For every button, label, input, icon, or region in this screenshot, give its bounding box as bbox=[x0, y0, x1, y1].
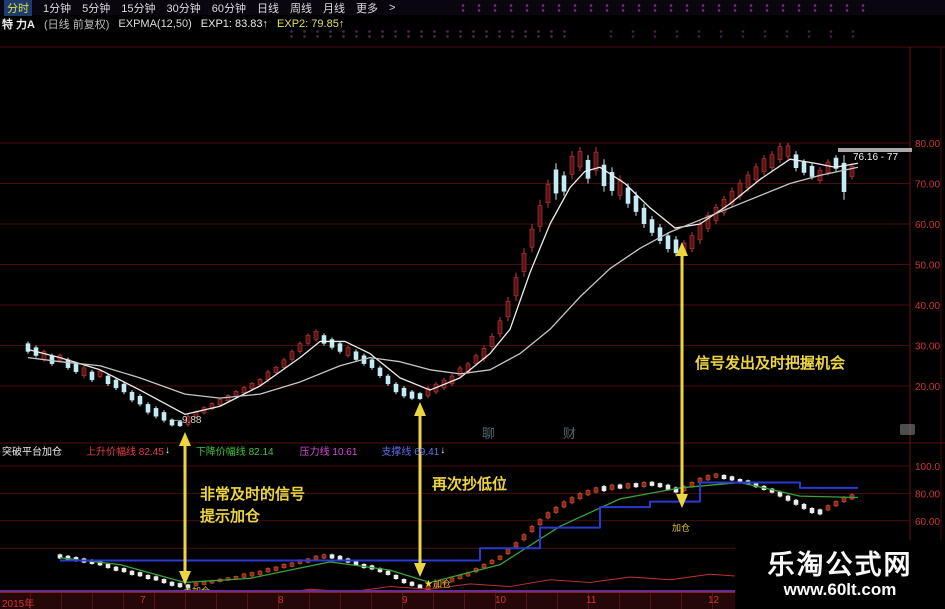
svg-text:80.00: 80.00 bbox=[915, 139, 940, 150]
annotation-buy-low-again: 再次抄低位 bbox=[432, 476, 508, 493]
legend-rise-line: 上升价幅线 82.45 bbox=[86, 446, 164, 458]
axis-year-label: 2015年 bbox=[2, 599, 35, 609]
signal-label-jiacang-2: ★加仓 bbox=[424, 579, 451, 590]
tab-15min[interactable]: 15分钟 bbox=[121, 2, 156, 15]
svg-text:60.00: 60.00 bbox=[915, 517, 940, 528]
compression-noise bbox=[455, 3, 875, 12]
indicator-name[interactable]: EXPMA(12,50) bbox=[118, 17, 192, 30]
title-bar: 特 力A (日线 前复权) EXPMA(12,50) EXP1: 83.83↑ … bbox=[2, 17, 345, 31]
svg-text:50.00: 50.00 bbox=[915, 261, 940, 272]
watermark-glyph: 聊 bbox=[482, 426, 496, 441]
watermark-glyph: 财 bbox=[563, 426, 577, 441]
low-price-callout: —9.88 bbox=[172, 415, 202, 426]
axis-month-label: 7 bbox=[140, 595, 146, 606]
tab-more[interactable]: 更多 bbox=[356, 2, 378, 15]
svg-text:70.00: 70.00 bbox=[915, 180, 940, 191]
tab-1min[interactable]: 1分钟 bbox=[43, 2, 72, 15]
exp2-value: EXP2: 79.85↑ bbox=[277, 17, 345, 30]
sub-indicator-name[interactable]: 突破平台加仓 bbox=[2, 446, 62, 458]
compression-noise bbox=[600, 29, 860, 38]
star-icon: ★ bbox=[424, 579, 433, 590]
watermark-site-url: www.60lt.com bbox=[783, 579, 897, 599]
signal-label-jiacang-3: 加仓 bbox=[672, 523, 691, 533]
svg-text:80.00: 80.00 bbox=[915, 489, 940, 500]
watermark-site-name: 乐淘公式网 bbox=[767, 549, 913, 580]
tab-monthly[interactable]: 月线 bbox=[323, 2, 345, 15]
tab-5min[interactable]: 5分钟 bbox=[82, 2, 111, 15]
legend-pressure-line: 压力线 10.61 bbox=[299, 446, 358, 458]
svg-text:30.00: 30.00 bbox=[915, 342, 940, 353]
compression-noise bbox=[285, 29, 575, 38]
site-watermark: 乐淘公式网 www.60lt.com bbox=[735, 540, 945, 609]
sub-indicator-legend: 突破平台加仓 上升价幅线 82.45 ↓ 下降价幅线 82.14 压力线 10.… bbox=[2, 443, 446, 458]
last-price-callout: 76.16 - 77 bbox=[853, 152, 899, 163]
tiny-logo-icon bbox=[900, 424, 915, 435]
axis-month-label: 11 bbox=[586, 595, 597, 606]
tab-daily[interactable]: 日线 bbox=[257, 2, 279, 15]
chevron-right-icon[interactable]: > bbox=[389, 1, 396, 14]
tab-weekly[interactable]: 周线 bbox=[290, 2, 312, 15]
down-arrow-icon: ↓ bbox=[440, 444, 446, 456]
svg-text:60.00: 60.00 bbox=[915, 220, 940, 231]
svg-text:40.00: 40.00 bbox=[915, 301, 940, 312]
time-axis[interactable]: 2015年 7 8 9 10 11 12 bbox=[0, 592, 945, 609]
tab-60min[interactable]: 60分钟 bbox=[211, 2, 246, 15]
panel-bottom-line bbox=[0, 590, 945, 592]
tab-30min[interactable]: 30分钟 bbox=[166, 2, 201, 15]
tab-fenshi[interactable]: 分时 bbox=[4, 0, 32, 16]
legend-support-line: 支撑线 69.41 bbox=[381, 446, 440, 458]
down-arrow-icon: ↓ bbox=[164, 444, 170, 456]
legend-fall-line: 下降价幅线 82.14 bbox=[195, 446, 274, 458]
svg-text:100.0: 100.0 bbox=[915, 462, 940, 473]
axis-month-label: 10 bbox=[495, 595, 507, 606]
chart-mode-label: (日线 前复权) bbox=[44, 18, 110, 31]
stock-name: 特 力A bbox=[2, 18, 35, 31]
axis-month-label: 8 bbox=[278, 595, 284, 606]
annotation-timely-signal: 非常及时的信号 提示加仓 bbox=[200, 486, 306, 525]
svg-text:20.00: 20.00 bbox=[915, 382, 940, 393]
axis-month-label: 9 bbox=[402, 595, 408, 606]
annotation-seize-opportunity: 信号发出及时把握机会 bbox=[695, 355, 846, 372]
axis-month-label: 12 bbox=[708, 595, 720, 606]
exp1-value: EXP1: 83.83↑ bbox=[200, 17, 269, 30]
